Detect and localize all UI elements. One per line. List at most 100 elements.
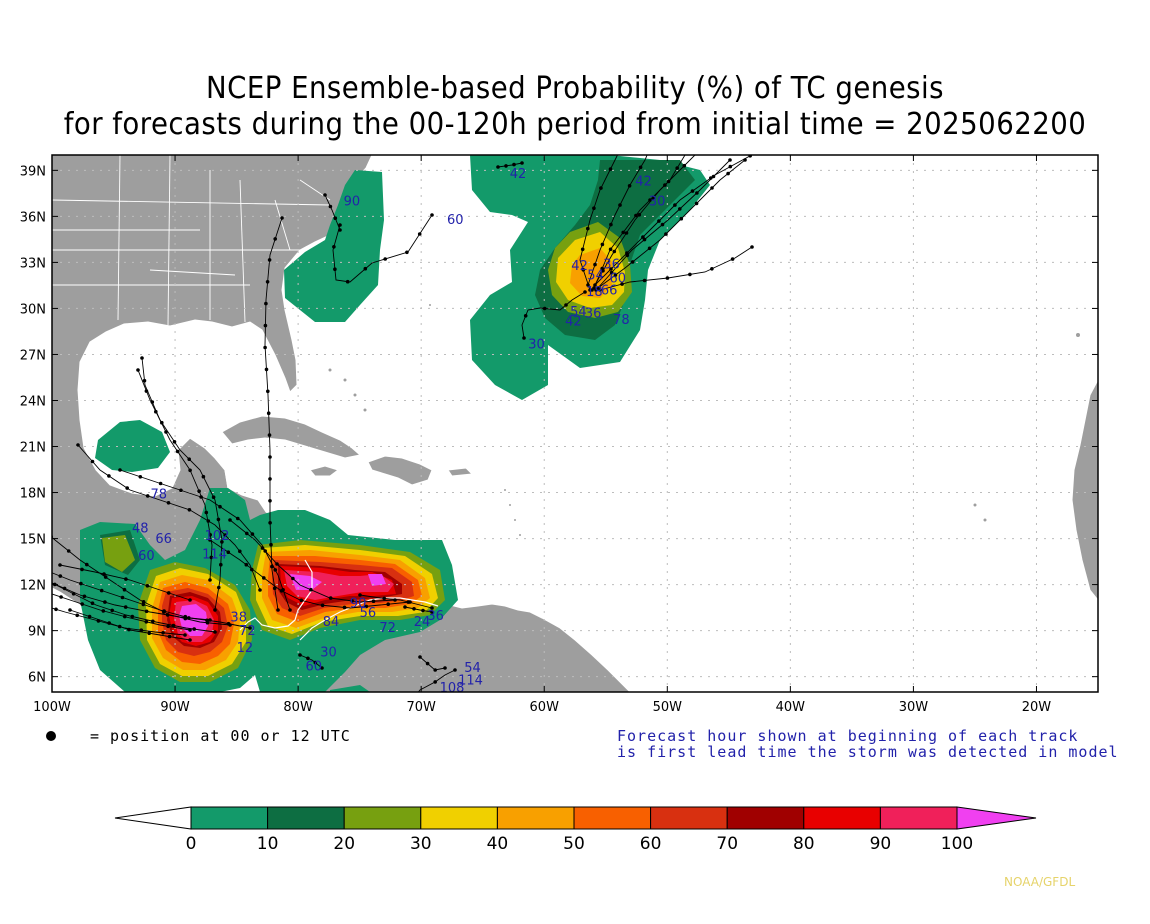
- track-position-dot: [82, 594, 87, 599]
- lon-tick-label: 50W: [653, 700, 683, 715]
- track-hour-label: 42: [571, 259, 588, 274]
- track-position-dot: [363, 266, 368, 271]
- track-position-dot: [386, 602, 391, 606]
- colorbar-segment: [420, 806, 498, 830]
- track-position-dot: [197, 489, 201, 494]
- track-position-dot: [199, 495, 203, 499]
- track-position-dot: [638, 165, 643, 170]
- track-position-dot: [593, 262, 597, 267]
- track-position-dot: [263, 345, 267, 350]
- track-position-dots: [32, 143, 772, 715]
- track-position-dot: [187, 508, 192, 512]
- track-position-dot: [276, 608, 280, 612]
- track-position-dot: [218, 504, 222, 509]
- track-position-dot: [496, 165, 500, 169]
- track-hour-label: 42: [565, 314, 582, 329]
- lat-tick-label: 27N: [20, 348, 46, 363]
- lon-tick-label: 40W: [776, 700, 806, 715]
- track-position-dot: [245, 531, 249, 536]
- track-position-dot: [183, 633, 187, 637]
- track-position-dot: [250, 532, 255, 536]
- track-position-dot: [657, 219, 661, 223]
- state-boundaries: [52, 155, 331, 326]
- track-position-dot: [66, 549, 71, 553]
- track-position-dot: [350, 599, 354, 603]
- track-position-dot: [688, 272, 692, 277]
- track-position-dot: [425, 661, 430, 666]
- track-position-dot: [608, 247, 613, 252]
- track-position-dot: [612, 249, 617, 254]
- track-position-dot: [273, 568, 278, 572]
- track-position-dot: [621, 230, 625, 235]
- track-position-dot: [608, 167, 613, 171]
- track-position-dot: [520, 161, 524, 165]
- track-position-dot: [179, 488, 183, 493]
- track-position-dot: [166, 591, 171, 595]
- track-hour-label: 72: [239, 624, 256, 639]
- track-position-dot: [430, 610, 434, 614]
- track-position-dot: [250, 567, 254, 572]
- track-position-dot: [34, 573, 38, 577]
- track-position-dot: [158, 481, 163, 486]
- track-position-dot: [609, 270, 614, 275]
- track-position-dot: [599, 186, 603, 190]
- colorbar-label: 30: [410, 834, 432, 854]
- legend-note-line1: Forecast hour shown at beginning of each…: [617, 727, 1079, 745]
- track-position-dot: [342, 605, 347, 610]
- track-hour-label: 48: [132, 521, 149, 536]
- track-position-dot: [187, 457, 191, 462]
- track-position-dot: [320, 666, 324, 670]
- track-position-dot: [709, 176, 713, 180]
- track-position-dot: [726, 171, 730, 176]
- track-hour-label: 42: [510, 167, 527, 182]
- track-position-dot: [80, 602, 84, 606]
- position-dot-icon: [46, 731, 56, 741]
- track-position-dot: [624, 231, 629, 235]
- track-position-dot: [768, 143, 772, 147]
- track-position-dot: [400, 711, 404, 715]
- track-position-dot: [103, 575, 108, 579]
- track-hour-label: 60: [447, 213, 464, 228]
- lon-tick-label: 100W: [33, 700, 71, 715]
- track-position-dot: [208, 538, 212, 542]
- lat-tick-label: 30N: [20, 302, 46, 317]
- track-position-dot: [150, 400, 155, 404]
- track-position-dot: [627, 184, 632, 188]
- track-position-dot: [123, 614, 127, 619]
- track-position-dot: [453, 668, 457, 672]
- colorbar-label: 60: [640, 834, 662, 854]
- track-hour-label: 60: [138, 549, 155, 564]
- track-position-dot: [634, 213, 638, 218]
- map-title-line1: NCEP Ensemble-based Probability (%) of T…: [206, 71, 944, 106]
- track-position-dot: [660, 222, 665, 227]
- track-position-dot: [62, 586, 67, 591]
- colorbar-segment: [496, 806, 575, 830]
- lon-tick-label: 70W: [406, 700, 436, 715]
- track-position-dot: [647, 246, 652, 251]
- track-position-dot: [208, 578, 212, 582]
- track-position-dot: [564, 303, 568, 307]
- track-position-dot: [264, 367, 269, 372]
- track-position-dot: [124, 577, 128, 581]
- track-position-dot: [205, 618, 209, 623]
- land-cuba: [221, 415, 362, 459]
- track-position-dot: [110, 608, 114, 613]
- track-position-dot: [272, 586, 277, 591]
- colorbar-label: 40: [487, 834, 509, 854]
- colorbar-label: 80: [793, 834, 815, 854]
- track-hour-label: 114: [202, 548, 227, 563]
- track-position-dot: [268, 521, 272, 525]
- track-position-dot: [679, 216, 684, 221]
- track-position-dot: [171, 623, 176, 628]
- track-position-dot: [268, 499, 272, 503]
- lat-tick-label: 15N: [20, 533, 46, 548]
- track-position-dot: [117, 624, 122, 629]
- track-position-dot: [32, 520, 36, 524]
- track-position-dot: [309, 587, 313, 592]
- track-position-dot: [592, 206, 596, 210]
- track-position-dot: [364, 604, 369, 609]
- track-position-dot: [204, 510, 209, 515]
- grid-lines: [52, 155, 1098, 692]
- track-position-dot: [226, 550, 231, 554]
